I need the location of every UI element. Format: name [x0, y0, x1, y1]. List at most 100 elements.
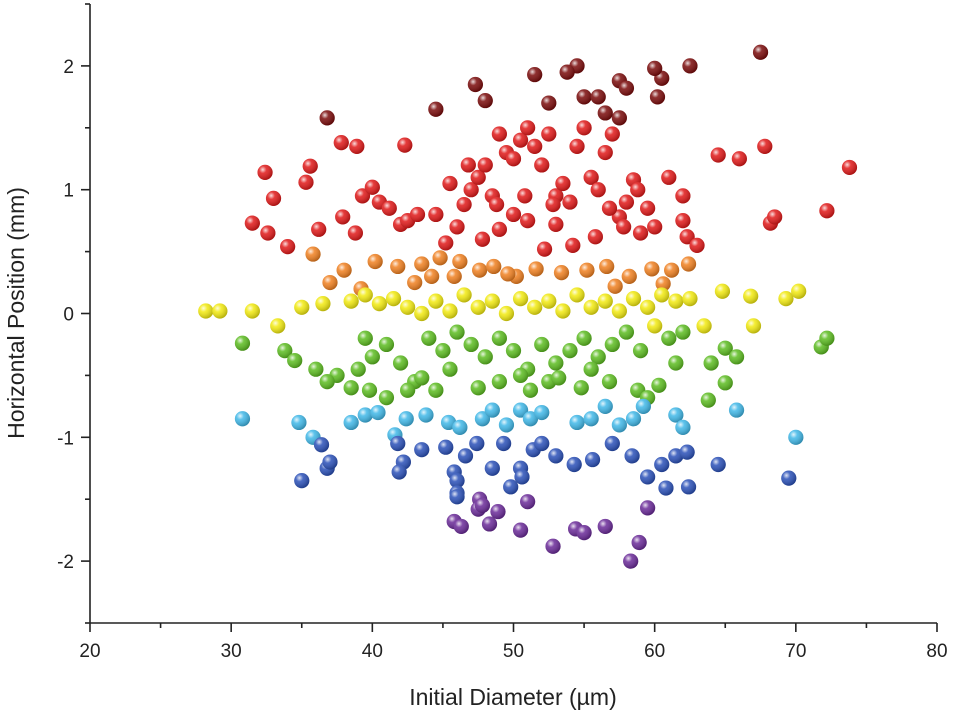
y-tick-label: 1	[63, 181, 74, 202]
data-point	[534, 336, 550, 353]
data-point	[505, 343, 522, 359]
data-point	[490, 503, 506, 520]
data-point	[343, 380, 359, 396]
data-point	[583, 361, 599, 377]
data-point	[590, 182, 606, 198]
data-point	[710, 147, 726, 163]
data-point	[452, 253, 468, 270]
data-point	[731, 151, 747, 167]
data-point	[400, 382, 416, 398]
data-point	[675, 324, 691, 340]
data-point	[618, 324, 635, 340]
data-point	[527, 138, 543, 154]
data-point	[424, 268, 440, 284]
data-point	[640, 500, 656, 516]
data-point	[527, 66, 543, 83]
data-point	[234, 335, 251, 351]
data-point	[244, 303, 260, 319]
data-point	[397, 137, 413, 153]
data-point	[548, 448, 564, 464]
data-point	[647, 219, 663, 235]
data-point	[260, 225, 276, 241]
data-point	[569, 287, 585, 303]
data-point	[752, 44, 769, 60]
data-point	[624, 448, 640, 464]
data-point	[287, 352, 303, 369]
data-point	[407, 274, 423, 291]
tick-marks	[81, 3, 938, 632]
data-point	[500, 266, 516, 282]
data-point	[522, 382, 539, 398]
data-point	[472, 262, 488, 278]
data-point	[597, 518, 613, 535]
data-point	[555, 175, 571, 192]
data-point	[587, 229, 603, 245]
data-point	[484, 460, 500, 476]
data-point	[477, 157, 493, 173]
data-point	[728, 402, 745, 418]
y-tick-label: -2	[57, 552, 74, 573]
data-point	[583, 299, 599, 315]
data-point	[649, 89, 666, 105]
data-point	[703, 355, 719, 371]
data-point	[647, 60, 663, 76]
data-point	[442, 361, 458, 377]
data-point	[428, 206, 444, 223]
data-point	[311, 221, 327, 237]
data-point	[512, 132, 529, 148]
x-tick-label: 20	[79, 641, 100, 662]
data-point	[512, 291, 529, 307]
data-point	[569, 138, 585, 154]
data-point	[270, 318, 286, 334]
data-point	[421, 330, 437, 346]
data-point	[604, 126, 620, 142]
data-point	[409, 206, 426, 223]
data-point	[364, 179, 380, 195]
data-point	[414, 305, 430, 322]
data-point	[551, 370, 567, 386]
data-point	[378, 390, 395, 406]
data-points	[198, 44, 858, 569]
x-axis-title: Initial Diameter (µm)	[409, 684, 617, 710]
data-point	[467, 76, 483, 93]
data-point	[597, 105, 613, 121]
data-point	[453, 518, 469, 535]
data-point	[291, 414, 307, 431]
data-point	[562, 343, 578, 359]
data-point	[601, 373, 618, 390]
data-point	[315, 295, 331, 312]
data-point	[604, 435, 620, 452]
x-tick-label: 30	[221, 641, 242, 662]
data-point	[601, 200, 618, 216]
data-point	[265, 190, 282, 206]
data-point	[781, 470, 797, 486]
data-point	[449, 219, 465, 235]
data-point	[390, 258, 406, 275]
data-point	[767, 209, 783, 225]
data-point	[456, 287, 472, 303]
data-point	[607, 278, 623, 294]
data-point	[517, 188, 533, 204]
data-point	[385, 291, 402, 307]
data-point	[545, 196, 561, 213]
data-point	[354, 188, 371, 204]
data-point	[512, 522, 529, 538]
data-point	[414, 370, 430, 386]
data-point	[442, 175, 458, 192]
data-point	[398, 411, 414, 427]
data-point	[520, 213, 536, 229]
data-point	[576, 120, 592, 136]
data-point	[514, 469, 530, 485]
data-point	[661, 330, 677, 346]
data-point	[333, 135, 349, 151]
data-point	[319, 110, 335, 126]
data-point	[668, 407, 684, 423]
data-point	[675, 188, 691, 204]
data-point	[390, 435, 406, 452]
data-point	[392, 355, 409, 371]
data-point	[378, 336, 395, 353]
data-point	[682, 58, 698, 74]
data-point	[414, 442, 430, 458]
data-point	[664, 262, 680, 278]
